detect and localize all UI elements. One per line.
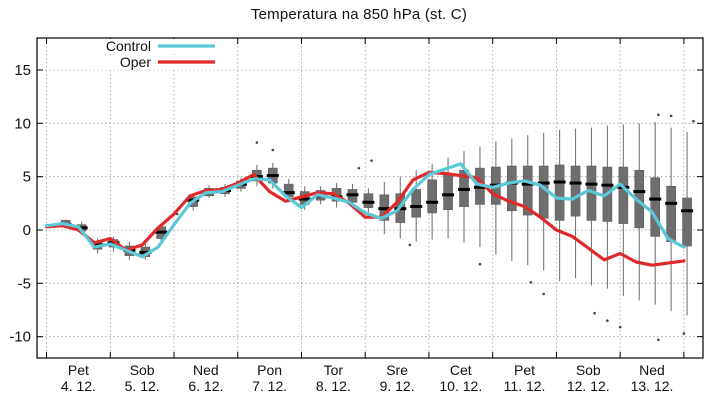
outlier-point — [370, 159, 373, 162]
chart-title: Temperatura na 850 hPa (st. C) — [250, 6, 468, 23]
box-body — [554, 164, 565, 221]
x-day-name: Pet — [68, 362, 89, 378]
series-line-control — [44, 162, 686, 259]
box-body — [570, 165, 581, 217]
outlier-point — [529, 280, 533, 284]
x-day-name: Sob — [130, 362, 155, 378]
box-body — [666, 185, 676, 243]
legend-bg — [86, 39, 218, 54]
outlier-point — [692, 119, 695, 123]
outlier-point — [271, 148, 275, 152]
x-day-date: 7. 12. — [252, 378, 287, 394]
box-body — [411, 189, 422, 218]
legend-label-oper: Oper — [120, 54, 151, 70]
box-body — [618, 166, 629, 224]
outlier-point — [542, 292, 545, 296]
series-lines — [44, 162, 686, 267]
x-day-name: Ned — [193, 362, 219, 378]
box-body — [507, 165, 517, 212]
y-tick-label: 10 — [14, 115, 31, 132]
x-day-name: Cet — [450, 362, 472, 378]
outlier-point — [478, 262, 482, 266]
x-day-name: Tor — [324, 362, 344, 378]
series-line-oper — [44, 170, 686, 267]
x-day-date: 13. 12. — [631, 378, 674, 394]
ensemble-outliers — [175, 113, 695, 342]
plot-frame — [36, 37, 704, 359]
y-tick-label: 5 — [23, 169, 31, 186]
x-day-date: 8. 12. — [316, 378, 351, 394]
box-body — [427, 179, 437, 214]
legend-label-control: Control — [106, 38, 151, 54]
x-day-date: 9. 12. — [380, 378, 415, 394]
outlier-point — [255, 141, 259, 144]
x-day-date: 6. 12. — [188, 378, 223, 394]
box-body — [363, 193, 374, 208]
y-tick-label: -5 — [18, 275, 31, 292]
outlier-point — [657, 338, 660, 342]
y-tick-label: -10 — [9, 329, 31, 346]
outlier-point — [357, 166, 361, 170]
x-day-date: 10. 12. — [439, 378, 482, 394]
box-body — [682, 197, 692, 247]
ensemble-boxplots — [59, 122, 694, 316]
outlier-point — [408, 243, 412, 247]
x-day-name: Pet — [514, 362, 535, 378]
legend-bg — [86, 55, 218, 70]
outlier-point — [618, 325, 622, 329]
outlier-point — [606, 319, 609, 322]
x-day-date: 4. 12. — [61, 378, 96, 394]
x-day-date: 11. 12. — [504, 378, 546, 394]
x-day-name: Ned — [639, 362, 665, 378]
outlier-point — [593, 311, 596, 315]
outlier-point — [669, 114, 673, 118]
box-body — [443, 174, 453, 211]
outlier-point — [657, 113, 660, 117]
x-day-name: Sob — [576, 362, 601, 378]
x-day-name: Pon — [257, 362, 282, 378]
y-axis-ticks: -10 -5 0 5 10 15 — [9, 62, 703, 346]
x-day-date: 12. 12. — [567, 378, 610, 394]
outlier-point — [682, 332, 686, 335]
y-tick-label: 15 — [14, 62, 31, 79]
box-body — [522, 165, 533, 216]
x-day-name: Sre — [386, 362, 408, 378]
y-tick-label: 0 — [23, 222, 31, 239]
x-day-date: 5. 12. — [125, 378, 160, 394]
box-body — [650, 177, 661, 237]
